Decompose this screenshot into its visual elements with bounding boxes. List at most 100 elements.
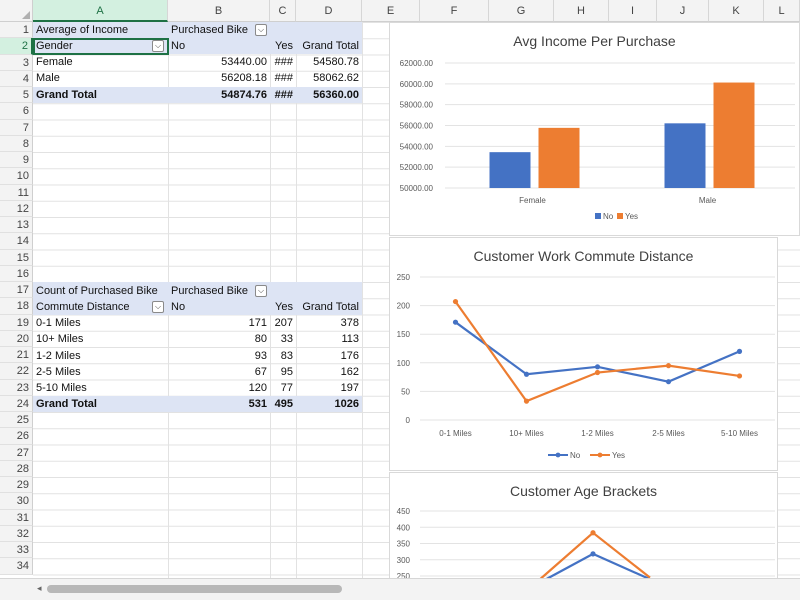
row-header[interactable]: 3 [0,54,33,71]
row-header[interactable]: 23 [0,379,33,396]
pivot2-col-yes[interactable]: Yes [275,301,293,313]
pivot1-grand-yes[interactable]: ### [274,89,293,101]
pivot2-grand-total[interactable]: 1026 [334,398,359,410]
pivot2-cell-yes[interactable]: 83 [280,349,293,362]
pivot2-row-field[interactable]: Commute Distance [36,301,130,313]
pivot2-row-filter-button[interactable]: ⌵ [152,301,164,313]
column-header-c[interactable]: C [270,0,296,22]
row-header[interactable]: 16 [0,265,33,282]
pivot2-cell-no[interactable]: 120 [248,382,267,394]
column-header-i[interactable]: I [609,0,657,22]
pivot1-cell-no[interactable]: 53440.00 [221,56,267,68]
column-header-k[interactable]: K [709,0,764,22]
chart-avg-income[interactable]: Avg Income Per Purchase 50000.00 52000.00… [389,22,800,236]
pivot1-row-filter-button[interactable]: ⌵ [152,40,164,52]
row-header[interactable]: 8 [0,135,33,152]
column-header-h[interactable]: H [554,0,609,22]
pivot2-col-no[interactable]: No [171,301,186,313]
pivot2-cell-yes[interactable]: 77 [280,382,293,394]
pivot2-cell-total[interactable]: 162 [340,365,359,378]
row-header[interactable]: 27 [0,444,33,461]
row-header[interactable]: 2 [0,38,33,55]
row-header[interactable]: 15 [0,249,33,266]
pivot1-col-total[interactable]: Grand Total [302,40,359,52]
pivot1-row-label[interactable]: Male [36,72,60,84]
row-header[interactable]: 12 [0,200,33,217]
pivot2-cell-total[interactable]: 113 [341,333,359,346]
pivot2-grand-yes[interactable]: 495 [274,398,293,410]
row-header[interactable]: 17 [0,282,33,299]
pivot2-cell-total[interactable]: 197 [340,382,359,394]
row-header[interactable]: 6 [0,103,33,120]
row-header[interactable]: 14 [0,233,33,250]
horizontal-scrollbar[interactable]: ◂ [0,578,800,600]
pivot1-title[interactable]: Average of Income [36,24,129,36]
pivot1-col-yes[interactable]: Yes [275,40,293,52]
row-header[interactable]: 18 [0,298,33,315]
row-header[interactable]: 10 [0,168,33,185]
pivot2-col-total[interactable]: Grand Total [302,301,359,313]
pivot2-row-label[interactable]: 10+ Miles [36,333,84,346]
column-header-j[interactable]: J [657,0,709,22]
pivot1-cell-total[interactable]: 58062.62 [313,72,359,84]
row-header[interactable]: 4 [0,70,33,87]
row-header[interactable]: 33 [0,542,33,559]
pivot2-grand-no[interactable]: 531 [248,398,267,410]
pivot1-cell-yes[interactable]: ### [274,72,293,84]
pivot2-cell-yes[interactable]: 95 [280,365,293,378]
column-header-d[interactable]: D [296,0,362,22]
pivot1-grand-total-label[interactable]: Grand Total [36,89,97,101]
pivot2-cell-yes[interactable]: 33 [280,333,293,346]
scroll-left-icon[interactable]: ◂ [37,583,42,593]
pivot2-cell-total[interactable]: 176 [340,349,359,362]
scrollbar-thumb[interactable] [47,585,342,593]
pivot2-cell-no[interactable]: 67 [254,365,267,378]
pivot1-column-filter-button[interactable]: ⌵ [255,24,267,36]
row-header[interactable]: 28 [0,460,33,477]
pivot2-grand-total-label[interactable]: Grand Total [36,398,97,410]
column-header-l[interactable]: L [764,0,800,22]
row-header[interactable]: 25 [0,412,33,429]
row-header[interactable]: 26 [0,428,33,445]
pivot1-grand-no[interactable]: 54874.76 [221,89,267,101]
pivot1-row-field[interactable]: Gender [36,40,73,52]
pivot2-cell-no[interactable]: 80 [254,333,267,346]
column-header-e[interactable]: E [362,0,420,22]
row-header[interactable]: 7 [0,119,33,136]
row-header[interactable]: 13 [0,217,33,234]
pivot1-col-no[interactable]: No [171,40,186,52]
pivot2-cell-no[interactable]: 93 [254,349,267,362]
row-header[interactable]: 30 [0,493,33,510]
pivot2-column-filter-button[interactable]: ⌵ [255,285,267,297]
pivot2-title[interactable]: Count of Purchased Bike [36,285,158,297]
pivot2-cell-no[interactable]: 171 [248,317,267,329]
pivot1-row-label[interactable]: Female [36,56,73,68]
pivot2-row-label[interactable]: 0-1 Miles [36,317,81,329]
pivot1-grand-total[interactable]: 56360.00 [313,89,359,101]
select-all-corner[interactable] [0,0,33,22]
row-header[interactable]: 22 [0,363,33,380]
row-header[interactable]: 32 [0,525,33,542]
row-header[interactable]: 19 [0,314,33,331]
row-header[interactable]: 1 [0,22,33,39]
row-header[interactable]: 29 [0,477,33,494]
row-header[interactable]: 31 [0,509,33,526]
pivot1-cell-total[interactable]: 54580.78 [313,56,359,68]
column-header-g[interactable]: G [489,0,554,22]
row-header[interactable]: 20 [0,330,33,347]
row-header[interactable]: 24 [0,395,33,412]
pivot2-row-label[interactable]: 5-10 Miles [36,382,87,394]
row-header[interactable]: 5 [0,87,33,104]
column-header-f[interactable]: F [420,0,489,22]
column-header-a[interactable]: A [33,0,168,22]
pivot2-row-label[interactable]: 1-2 Miles [36,349,81,362]
pivot2-row-label[interactable]: 2-5 Miles [36,365,81,378]
pivot1-column-field[interactable]: Purchased Bike [171,24,249,36]
chart-commute-distance[interactable]: Customer Work Commute Distance 0 50 100 150… [389,237,778,471]
row-header[interactable]: 9 [0,152,33,169]
pivot1-cell-yes[interactable]: ### [274,56,293,68]
pivot2-cell-yes[interactable]: 207 [274,317,293,329]
column-header-b[interactable]: B [168,0,270,22]
row-header[interactable]: 11 [0,184,33,201]
pivot2-cell-total[interactable]: 378 [340,317,359,329]
